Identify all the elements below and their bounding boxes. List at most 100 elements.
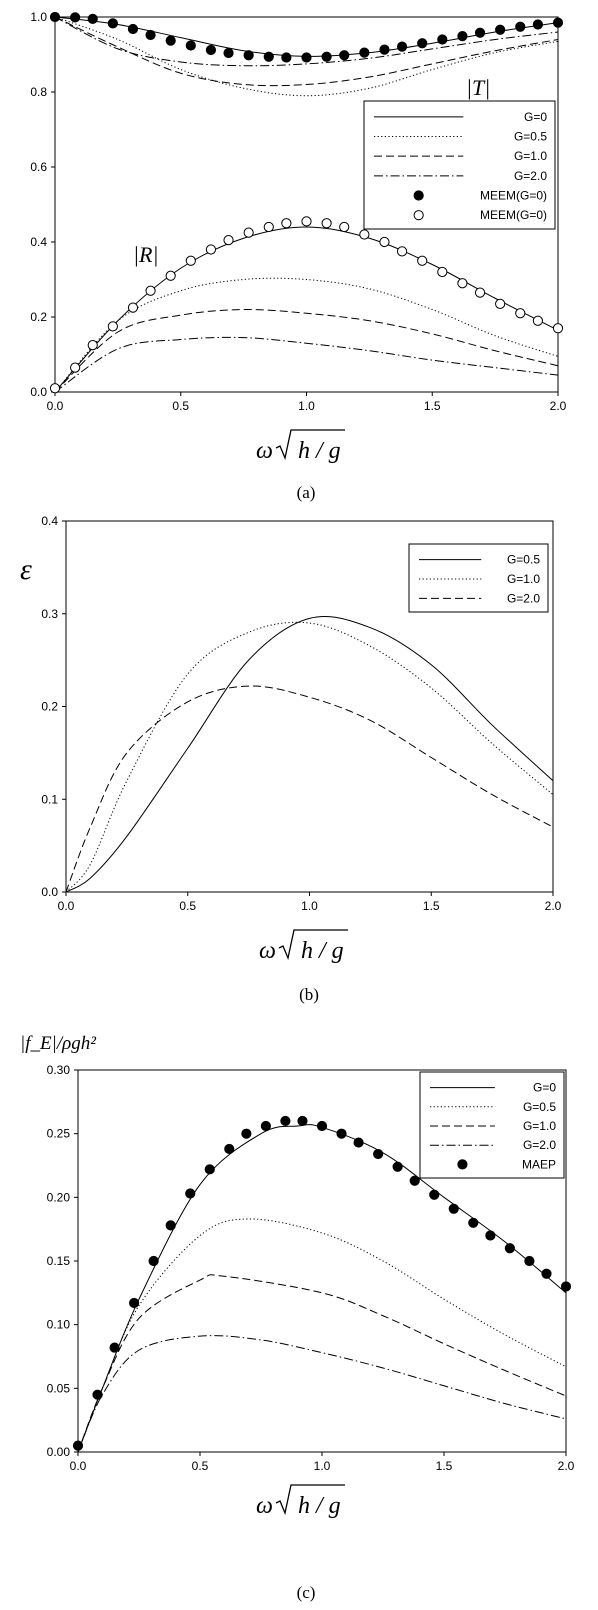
x-tick-label: 1.5 — [436, 1459, 453, 1473]
data-point — [260, 1120, 271, 1132]
data-point — [243, 50, 254, 61]
data-point — [224, 1143, 235, 1155]
data-point — [474, 27, 486, 38]
legend-label: MEEM(G=0) — [480, 189, 547, 203]
data-point — [437, 34, 448, 45]
legend: G=0 G=0.5 G=1.0 G=2.0 MAEP — [419, 1071, 565, 1179]
annotation-T: |T| — [466, 75, 490, 100]
x-tick-label: 0.0 — [70, 1459, 87, 1473]
legend-marker — [413, 190, 424, 201]
legend-box — [363, 100, 556, 230]
data-point — [524, 1255, 535, 1267]
x-tick-label: 2.0 — [558, 1459, 575, 1473]
y-tick-label: 0.1 — [41, 792, 58, 806]
legend-label: MEEM(G=0) — [480, 208, 547, 222]
data-point — [396, 246, 408, 257]
data-point — [560, 1281, 572, 1292]
series-line-G=1.0-R — [54, 308, 559, 393]
chart-panel-2: 0.0 0.5 1.0 1.5 2.0 0.0 0.1 0.2 0.3 0.4 G=0.5 G=1.0… — [20, 514, 562, 1004]
data-point — [263, 51, 274, 62]
data-point — [205, 244, 217, 255]
legend-label: G=0.5 — [507, 553, 540, 567]
data-point — [145, 29, 156, 41]
data-point — [223, 235, 234, 246]
series-line-G=1.0 — [65, 621, 554, 893]
data-point — [148, 1255, 159, 1267]
data-point — [205, 44, 217, 56]
y-tick-label: 0.2 — [41, 700, 58, 714]
data-point — [243, 227, 254, 238]
data-point — [87, 13, 98, 24]
data-point — [281, 52, 292, 63]
data-point — [339, 50, 350, 61]
data-point — [185, 1188, 196, 1199]
y-tick-label: 0.05 — [47, 1381, 71, 1395]
data-point — [392, 1161, 403, 1172]
data-point — [359, 47, 370, 58]
chart-panel-3: 0.0 0.5 1.0 1.5 2.0 0.00 0.05 0.10 0.15 0.20 0.25 0… — [20, 1033, 575, 1602]
y-tick-label: 0.20 — [47, 1190, 71, 1204]
x-tick-label: 0.5 — [179, 899, 196, 913]
legend-label: MAEP — [522, 1157, 556, 1171]
data-point — [495, 24, 506, 35]
y-tick-label: 0.00 — [47, 1445, 71, 1459]
x-axis-label-h-over-g: h / g — [298, 438, 341, 464]
x-tick-label: 2.0 — [545, 899, 562, 913]
data-point — [504, 1243, 515, 1254]
data-point — [297, 1115, 308, 1127]
data-point — [339, 221, 350, 233]
x-axis-label-sqrt-sign — [275, 429, 345, 461]
series-line-G=2.0 — [65, 685, 554, 893]
legend-marker — [413, 210, 424, 221]
data-point — [373, 1148, 384, 1160]
data-point — [417, 38, 428, 49]
x-axis-label-sqrt-sign — [278, 929, 348, 961]
data-point — [552, 323, 564, 334]
legend-label: G=2.0 — [514, 169, 547, 183]
data-point — [359, 229, 370, 240]
y-tick-label: 0.3 — [41, 607, 58, 621]
legend-label: G=2.0 — [523, 1138, 556, 1152]
data-point — [457, 31, 468, 42]
data-point — [127, 23, 139, 35]
x-tick-label: 0.5 — [192, 1459, 209, 1473]
legend-marker — [457, 1159, 468, 1170]
x-axis-label-omega: ω — [256, 1493, 273, 1519]
y-tick-label: 0.30 — [47, 1063, 71, 1077]
legend-label: G=1.0 — [514, 149, 547, 163]
data-point — [185, 40, 196, 51]
data-point — [107, 18, 118, 29]
series-line-G=0.5 — [77, 1218, 567, 1453]
data-point — [92, 1389, 103, 1400]
data-point — [321, 218, 332, 229]
series-line-G=0.5-R — [54, 277, 559, 393]
data-point — [223, 47, 234, 59]
x-tick-label: 0.0 — [58, 899, 75, 913]
data-point — [165, 35, 176, 46]
y-axis-label: |f_E|/ρgh² — [20, 1033, 96, 1054]
legend-label: G=0.5 — [514, 130, 547, 144]
legend-label: G=1.0 — [523, 1119, 556, 1133]
y-tick-label: 0.8 — [30, 85, 47, 99]
x-tick-label: 1.5 — [423, 899, 440, 913]
y-axis-label: ε — [20, 553, 32, 586]
data-point — [281, 218, 292, 229]
legend-label: G=0 — [524, 110, 547, 124]
legend: G=0.5 G=1.0 G=2.0 — [408, 543, 549, 613]
data-point — [532, 19, 543, 30]
series-line-G=0.5-T — [54, 16, 559, 97]
x-tick-label: 0.5 — [172, 399, 189, 413]
data-point — [241, 1128, 252, 1139]
x-tick-label: 1.0 — [314, 1459, 331, 1473]
series-line-G=0.5 — [65, 615, 554, 893]
y-tick-label: 1.0 — [30, 10, 47, 24]
legend-label: G=2.0 — [507, 591, 540, 605]
x-tick-label: 1.0 — [298, 399, 315, 413]
data-point — [541, 1268, 552, 1279]
legend-box — [419, 1071, 565, 1179]
data-point — [185, 255, 196, 266]
data-point — [109, 1342, 120, 1353]
data-point — [474, 287, 486, 298]
data-point — [379, 44, 390, 55]
